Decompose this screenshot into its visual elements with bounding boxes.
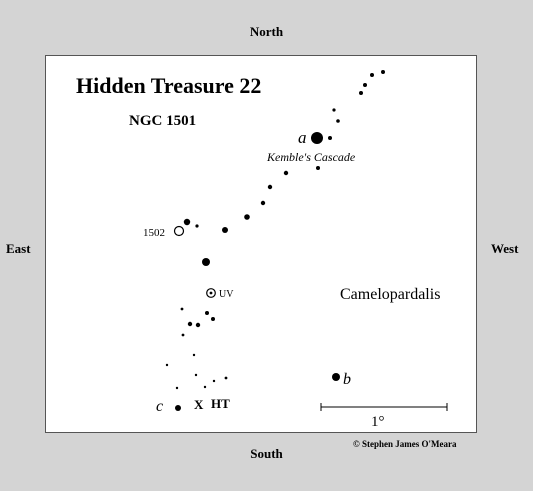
star — [195, 224, 199, 228]
scale-bar — [320, 403, 448, 411]
star-b — [332, 373, 340, 381]
south-label: South — [250, 446, 283, 461]
uv-label: UV — [219, 289, 234, 300]
star-chart: Hidden Treasure 22 NGC 1501 — [76, 70, 448, 430]
north-label: North — [249, 24, 284, 39]
star — [194, 373, 198, 377]
star — [192, 353, 196, 357]
star-b-label: b — [343, 371, 351, 388]
star — [211, 317, 215, 321]
star — [328, 136, 332, 140]
uv-variable-dot — [209, 291, 213, 295]
object-label: NGC 1501 — [129, 113, 196, 129]
star — [363, 83, 367, 87]
star — [316, 166, 320, 170]
star — [283, 170, 289, 176]
star — [332, 108, 336, 112]
star — [212, 379, 216, 383]
kembles-cascade-label: Kemble's Cascade — [266, 150, 356, 164]
ngc1502-cluster-symbol — [173, 225, 185, 237]
star-c-label: c — [156, 398, 163, 415]
star — [165, 363, 169, 367]
target-label: HT — [211, 396, 230, 411]
east-label: East — [6, 241, 31, 256]
kembles-cascade-stars — [183, 70, 385, 266]
star — [183, 218, 191, 226]
star — [359, 91, 363, 95]
star — [370, 73, 374, 77]
copyright-credit: © Stephen James O'Meara — [353, 439, 457, 449]
constellation-label: Camelopardalis — [340, 286, 440, 303]
star-a-label: a — [298, 128, 307, 147]
star — [180, 307, 184, 311]
star — [244, 214, 250, 220]
star — [267, 184, 273, 190]
star — [181, 333, 185, 337]
star — [187, 321, 193, 327]
star — [195, 322, 201, 328]
star — [202, 258, 210, 266]
star — [175, 386, 179, 390]
star — [203, 385, 207, 389]
west-label: West — [491, 241, 519, 256]
chart-title: Hidden Treasure 22 — [76, 73, 261, 98]
ngc1502-label: 1502 — [143, 227, 165, 239]
star — [260, 200, 266, 206]
star-c — [175, 405, 181, 411]
target-marker: X — [194, 397, 204, 412]
star — [222, 227, 228, 233]
field-stars — [165, 307, 340, 411]
star — [336, 119, 340, 123]
star — [381, 70, 385, 74]
scale-label: 1° — [371, 414, 385, 430]
star — [205, 311, 209, 315]
star-a — [311, 132, 323, 144]
star — [224, 376, 228, 380]
star-chart-panel: Hidden Treasure 22 NGC 1501 — [45, 55, 477, 433]
